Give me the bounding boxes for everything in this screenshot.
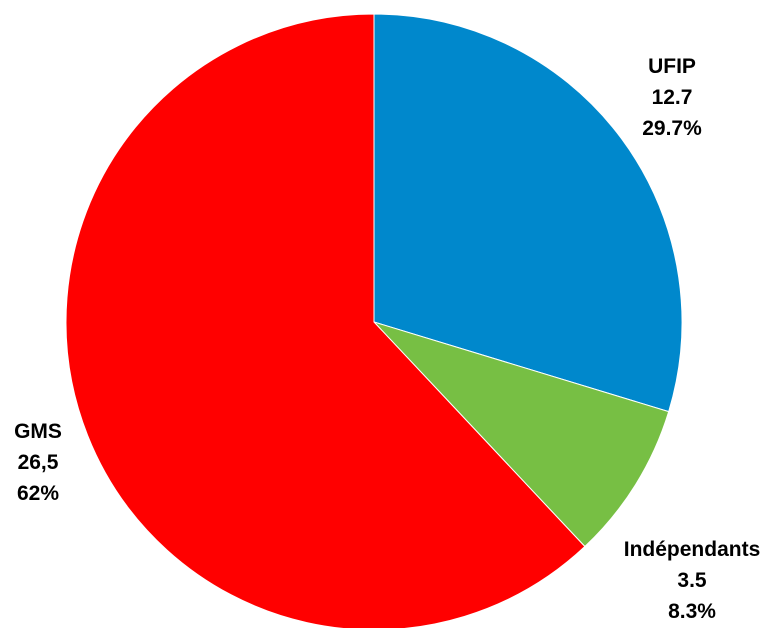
label-independants-name: Indépendants (624, 538, 761, 561)
pie-slice-gms (65, 13, 586, 628)
label-ufip: UFIP 12.7 29.7% (642, 55, 702, 140)
label-ufip-value: 12.7 (652, 86, 693, 109)
label-gms-value: 26,5 (18, 451, 59, 474)
label-gms-name: GMS (14, 420, 62, 443)
label-gms: GMS 26,5 62% (14, 420, 62, 505)
pie-slice-ufip (373, 13, 683, 413)
label-ufip-name: UFIP (648, 55, 696, 78)
label-ufip-percent: 29.7% (642, 117, 702, 140)
pie-slices (65, 13, 683, 628)
label-independants-value: 3.5 (677, 569, 707, 592)
label-gms-percent: 62% (17, 482, 59, 505)
label-independants: Indépendants 3.5 8.3% (624, 538, 761, 623)
label-independants-percent: 8.3% (668, 600, 716, 623)
pie-slice-independants (372, 320, 670, 548)
